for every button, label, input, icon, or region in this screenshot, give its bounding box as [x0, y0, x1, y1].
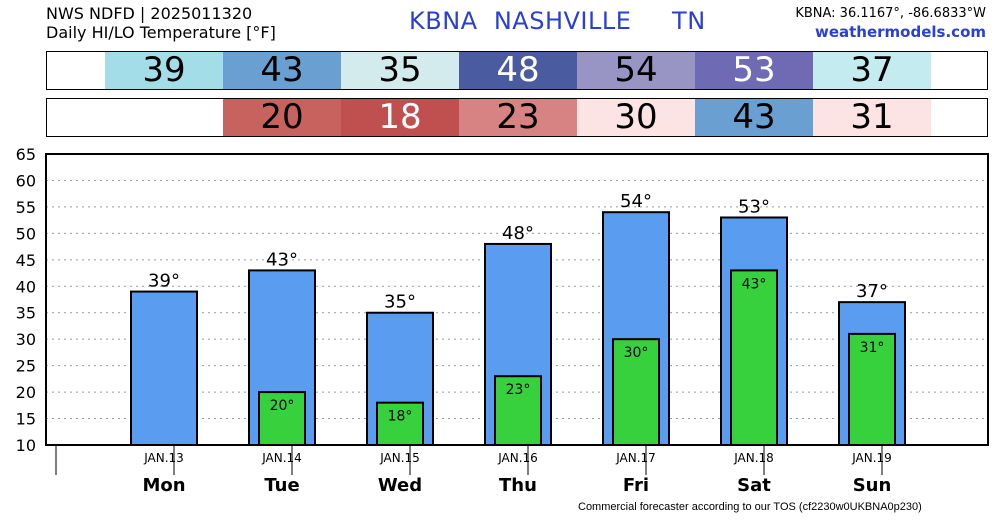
high-strip-cell: 48	[459, 52, 577, 89]
high-strip-cell: 39	[105, 52, 223, 89]
high-value-label: 39°	[148, 271, 180, 292]
low-value-label: 23°	[506, 382, 531, 398]
low-strip-cell: 31	[813, 99, 931, 136]
high-value-label: 43°	[266, 249, 298, 270]
y-tick-label: 25	[16, 357, 36, 376]
low-strip-cell: 43	[695, 99, 813, 136]
temperature-chart: 10 15 20 25 30 35 40 45 50 55 60 65 39° 43° 35° 48° 54° 5…	[16, 145, 989, 496]
low-strip-cell	[105, 99, 223, 136]
date-label: JAN.13	[143, 451, 184, 465]
product-subtitle: Daily HI/LO Temperature [°F]	[46, 23, 276, 42]
y-tick-label: 10	[16, 436, 36, 455]
station-title: KBNA NASHVILLE TN	[409, 7, 706, 35]
y-tick-label: 55	[16, 198, 36, 217]
date-label: JAN.15	[379, 451, 420, 465]
day-label: Fri	[623, 475, 649, 496]
low-bar	[494, 375, 542, 446]
day-label: Wed	[378, 475, 422, 496]
day-label: Mon	[142, 475, 185, 496]
high-value-label: 54°	[620, 191, 652, 212]
high-strip-cell: 43	[223, 52, 341, 89]
product-title: NWS NDFD | 2025011320	[46, 4, 253, 23]
low-strip-cell: 18	[341, 99, 459, 136]
date-label: JAN.17	[615, 451, 656, 465]
y-tick-label: 60	[16, 171, 36, 190]
y-tick-label: 35	[16, 304, 36, 323]
date-label: JAN.19	[851, 451, 892, 465]
low-value-label: 30°	[624, 345, 649, 361]
low-value-label: 18°	[388, 409, 413, 425]
y-tick-label: 30	[16, 330, 36, 349]
high-temperature-strip: 39 43 35 48 54 53 37	[46, 51, 988, 90]
day-label: Thu	[499, 475, 537, 496]
day-label: Sun	[853, 475, 892, 496]
y-tick-label: 20	[16, 383, 36, 402]
site-link[interactable]: weathermodels.com	[814, 23, 986, 41]
high-value-label: 48°	[502, 223, 534, 244]
low-value-label: 20°	[270, 398, 295, 414]
high-value-label: 35°	[384, 292, 416, 313]
high-value-label: 53°	[738, 196, 770, 217]
high-strip-cell: 35	[341, 52, 459, 89]
high-strip-cell: 54	[577, 52, 695, 89]
date-label: JAN.14	[261, 451, 302, 465]
date-label: JAN.16	[497, 451, 538, 465]
header-right: KBNA: 36.1167°, -86.6833°W weathermodels…	[795, 5, 986, 41]
date-label: JAN.18	[733, 451, 774, 465]
day-label: Sat	[737, 475, 771, 496]
low-strip-cell: 20	[223, 99, 341, 136]
low-temperature-strip: 20 18 23 30 43 31	[46, 98, 988, 137]
y-tick-label: 15	[16, 410, 36, 429]
low-strip-cell: 23	[459, 99, 577, 136]
low-value-label: 31°	[860, 340, 885, 356]
low-value-label: 43°	[742, 276, 767, 292]
high-value-label: 37°	[856, 281, 888, 302]
low-bar	[730, 269, 778, 446]
high-strip-cell: 53	[695, 52, 813, 89]
low-strip-cell: 30	[577, 99, 695, 136]
day-label: Tue	[264, 475, 299, 496]
y-tick-label: 40	[16, 277, 36, 296]
header-info: NWS NDFD | 2025011320 Daily HI/LO Temper…	[46, 4, 276, 42]
y-tick-label: 50	[16, 224, 36, 243]
low-bar	[848, 332, 896, 447]
footer-note: Commercial forecaster according to our T…	[578, 501, 922, 513]
y-tick-label: 45	[16, 251, 36, 270]
y-tick-label: 65	[16, 145, 36, 164]
high-bar	[130, 290, 198, 446]
station-coords: KBNA: 36.1167°, -86.6833°W	[795, 6, 986, 21]
high-strip-cell: 37	[813, 52, 931, 89]
